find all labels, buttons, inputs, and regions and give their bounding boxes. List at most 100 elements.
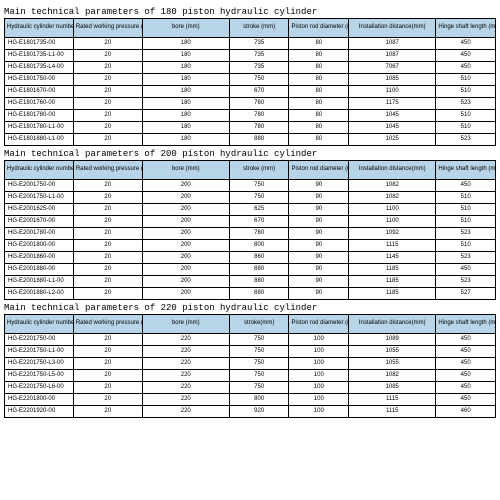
column-header: Installation distance(mm) <box>349 19 436 38</box>
table-cell: 100 <box>289 346 349 358</box>
table-row: HG-E2001880-L2-0020200880901185527 <box>5 288 496 300</box>
table-cell: 670 <box>229 86 289 98</box>
column-header: Rated working pressure (MPa) <box>73 161 142 180</box>
column-header: Piston rod diameter (mm) <box>289 161 349 180</box>
table-cell: 180 <box>142 86 229 98</box>
table-cell: 220 <box>142 346 229 358</box>
table-cell: HG-E2001750-00 <box>5 180 74 192</box>
table-cell: 1085 <box>349 74 436 86</box>
table-cell: 200 <box>142 240 229 252</box>
table-cell: 1085 <box>349 382 436 394</box>
table-cell: 1055 <box>349 358 436 370</box>
table-cell: 220 <box>142 370 229 382</box>
column-header: Rated working pressure (MPa) <box>73 19 142 38</box>
table-cell: 100 <box>289 334 349 346</box>
table-row: HG-E2001800-0020200800901115510 <box>5 240 496 252</box>
table-row: HG-E2001670-0020200670901100510 <box>5 216 496 228</box>
column-header: stroke (mm) <box>229 161 289 180</box>
table-cell: 1082 <box>349 180 436 192</box>
column-header: bore (mm) <box>142 19 229 38</box>
table-cell: 20 <box>73 276 142 288</box>
table-cell: 20 <box>73 86 142 98</box>
table-cell: 750 <box>229 74 289 86</box>
table-cell: 80 <box>289 50 349 62</box>
table-cell: 750 <box>229 346 289 358</box>
table-cell: 20 <box>73 370 142 382</box>
table-cell: 860 <box>229 252 289 264</box>
table-cell: 80 <box>289 98 349 110</box>
table-cell: 80 <box>289 38 349 50</box>
column-header: Hinge shaft length (mm) <box>436 315 496 334</box>
table-cell: HG-E1801780-00 <box>5 110 74 122</box>
table-cell: 200 <box>142 288 229 300</box>
table-cell: 200 <box>142 192 229 204</box>
table-cell: HG-E2001860-00 <box>5 252 74 264</box>
table-row: HG-E2001880-0020200880901185450 <box>5 264 496 276</box>
table-cell: 20 <box>73 110 142 122</box>
table-row: HG-E1801735-L4-0020180735807067450 <box>5 62 496 74</box>
table-cell: 735 <box>229 62 289 74</box>
table-cell: 450 <box>436 264 496 276</box>
table-cell: 180 <box>142 74 229 86</box>
table-cell: 80 <box>289 74 349 86</box>
table-row: HG-E2001750-L1-0020200750901082510 <box>5 192 496 204</box>
table-cell: 523 <box>436 276 496 288</box>
table-cell: 1115 <box>349 394 436 406</box>
table-cell: 1082 <box>349 192 436 204</box>
table-cell: HG-E2201750-L6-00 <box>5 382 74 394</box>
table-cell: HG-E2001880-L1-00 <box>5 276 74 288</box>
table-cell: HG-E1801670-00 <box>5 86 74 98</box>
table-row: HG-E2201920-00202209201001115460 <box>5 406 496 418</box>
column-header: Hydraulic cylinder number <box>5 315 74 334</box>
table-cell: 90 <box>289 192 349 204</box>
table-cell: 180 <box>142 110 229 122</box>
table-cell: 20 <box>73 394 142 406</box>
table-cell: 750 <box>229 370 289 382</box>
table-cell: 90 <box>289 204 349 216</box>
table-cell: 880 <box>229 288 289 300</box>
table-cell: 1100 <box>349 204 436 216</box>
table-cell: HG-E2201750-L5-00 <box>5 370 74 382</box>
table-cell: 220 <box>142 382 229 394</box>
table-cell: HG-E1801735-L1-00 <box>5 50 74 62</box>
table-cell: HG-E2201750-L3-00 <box>5 358 74 370</box>
column-header: Installation distance(mm) <box>349 315 436 334</box>
table-cell: 1175 <box>349 98 436 110</box>
section-title: Main technical parameters of 220 piston … <box>4 300 496 314</box>
table-row: HG-E2201750-L3-00202207501001055450 <box>5 358 496 370</box>
table-row: HG-E1801760-0020180760801175523 <box>5 98 496 110</box>
table-cell: HG-E1801735-L4-00 <box>5 62 74 74</box>
table-cell: 1045 <box>349 110 436 122</box>
table-cell: 523 <box>436 252 496 264</box>
column-header: stroke(mm) <box>229 315 289 334</box>
table-cell: 625 <box>229 204 289 216</box>
table-row: HG-E1801750-0020180750801085510 <box>5 74 496 86</box>
table-cell: 100 <box>289 358 349 370</box>
table-cell: 1185 <box>349 264 436 276</box>
table-cell: 20 <box>73 62 142 74</box>
table-cell: 670 <box>229 216 289 228</box>
table-cell: 180 <box>142 122 229 134</box>
table-cell: 450 <box>436 38 496 50</box>
table-cell: 1082 <box>349 370 436 382</box>
column-header: Rated working pressure (MPa) <box>73 315 142 334</box>
table-cell: 20 <box>73 192 142 204</box>
table-cell: 450 <box>436 346 496 358</box>
table-cell: 460 <box>436 406 496 418</box>
table-cell: 200 <box>142 276 229 288</box>
table-cell: 80 <box>289 134 349 146</box>
table-cell: 1185 <box>349 276 436 288</box>
table-cell: HG-E1801880-L1-00 <box>5 134 74 146</box>
table-cell: HG-E1801780-L1-00 <box>5 122 74 134</box>
table-cell: HG-E2001670-00 <box>5 216 74 228</box>
table-cell: 523 <box>436 134 496 146</box>
table-cell: 523 <box>436 228 496 240</box>
table-cell: 200 <box>142 180 229 192</box>
table-cell: 1089 <box>349 334 436 346</box>
table-cell: 20 <box>73 334 142 346</box>
table-cell: 735 <box>229 38 289 50</box>
table-cell: 780 <box>229 110 289 122</box>
table-cell: 20 <box>73 216 142 228</box>
column-header: Hydraulic cylinder number <box>5 19 74 38</box>
table-cell: 90 <box>289 276 349 288</box>
